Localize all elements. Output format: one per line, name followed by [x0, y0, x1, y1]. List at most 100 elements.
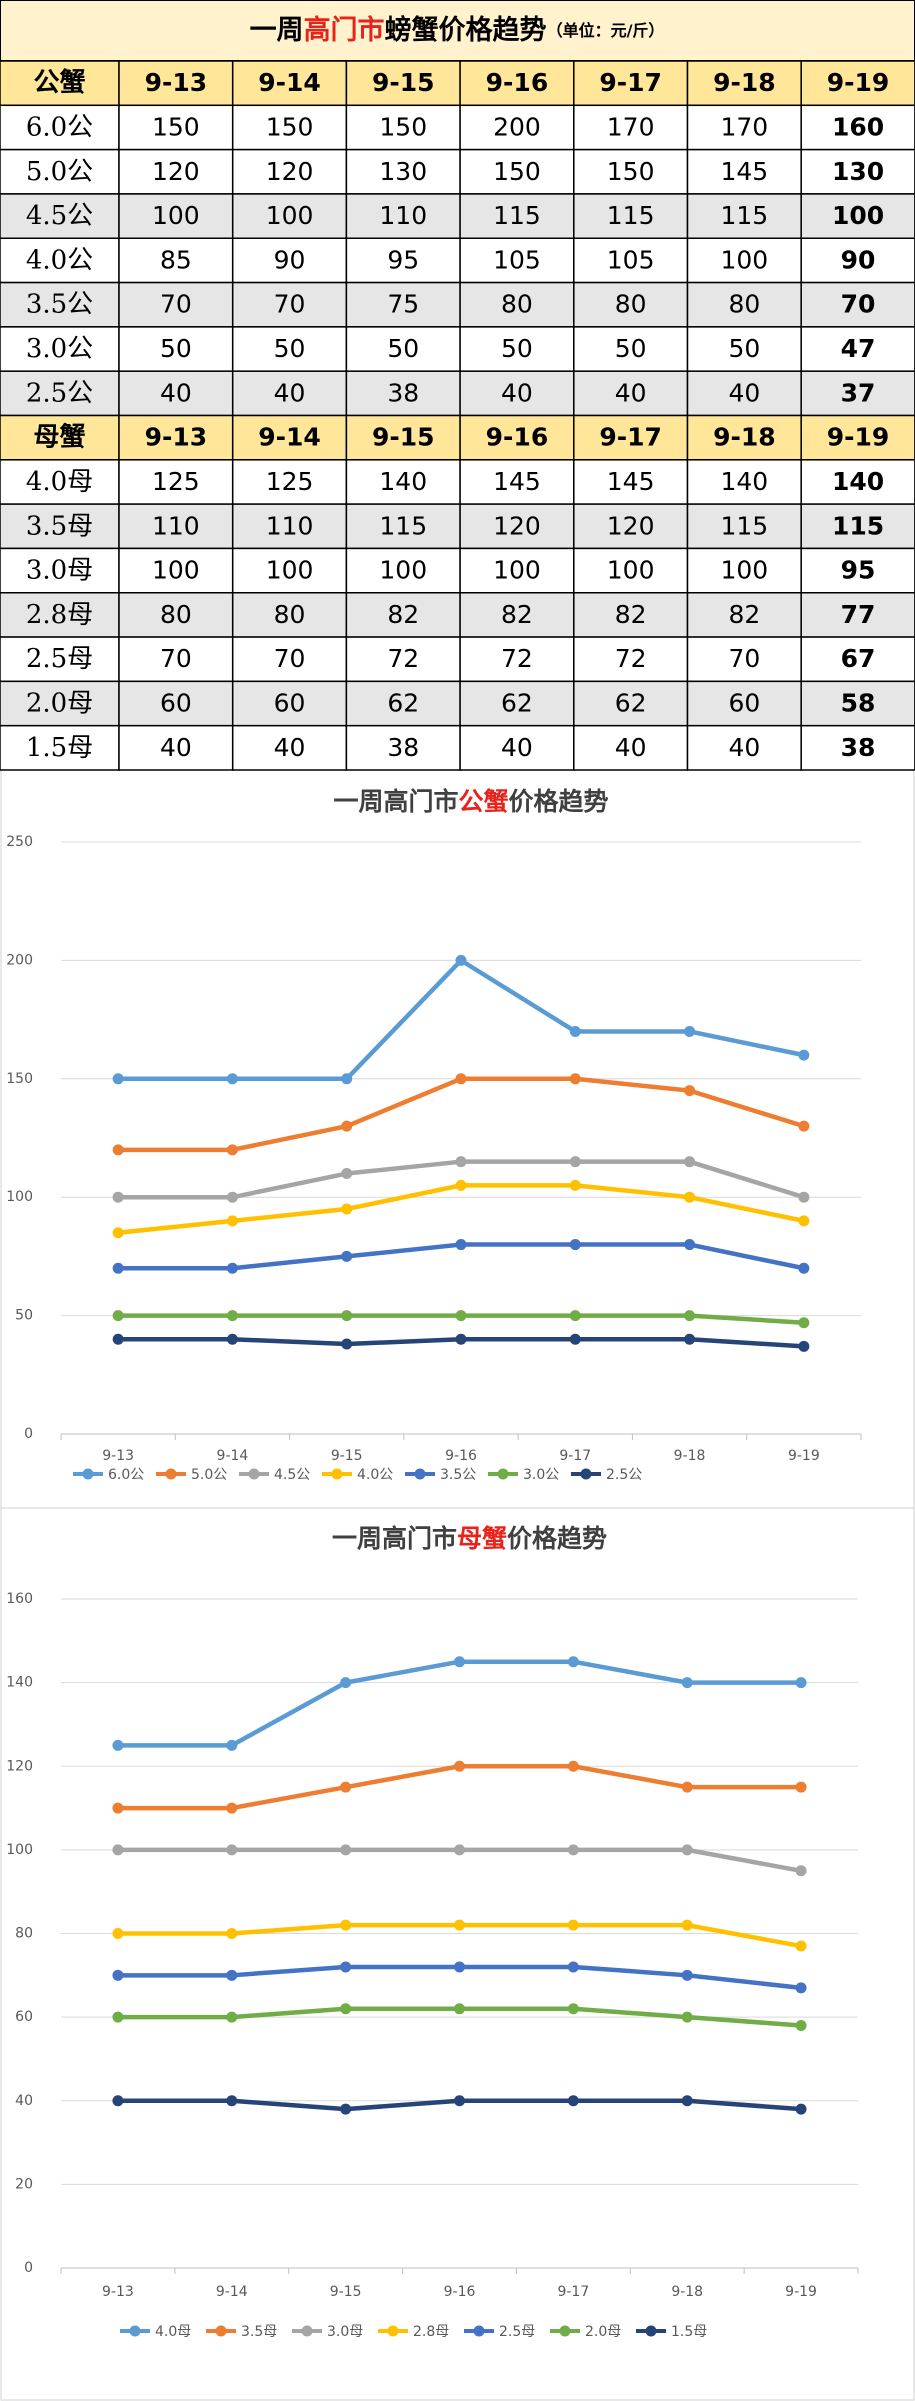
table-value: 110	[152, 511, 200, 540]
table-cell	[800, 148, 915, 195]
table-value: 105	[493, 245, 541, 274]
y-tick-label: 0	[24, 2260, 33, 2276]
table-cell	[231, 414, 348, 461]
legend-label: 3.0母	[327, 2324, 363, 2340]
table-value: 145	[720, 157, 768, 186]
y-tick-label: 20	[15, 2176, 33, 2192]
table-value: 100	[266, 556, 314, 585]
data-point	[798, 1317, 810, 1329]
table-cell	[0, 680, 120, 727]
data-point	[340, 2103, 352, 2115]
table-cell	[118, 237, 234, 284]
x-tick-label: 9-18	[671, 2284, 703, 2300]
table-cell	[686, 60, 802, 107]
data-point	[226, 1739, 238, 1751]
data-point	[798, 1120, 810, 1132]
table-cell	[231, 680, 348, 727]
title-part: 螃蟹价格趋势	[385, 14, 547, 46]
data-point	[795, 1677, 807, 1689]
table-header: 9-18	[713, 68, 776, 97]
x-tick-label: 9-17	[557, 2284, 589, 2300]
table-cell	[573, 237, 689, 284]
table-cell	[686, 680, 802, 727]
table-value: 62	[387, 689, 419, 718]
data-point	[340, 1919, 352, 1931]
table-cell	[800, 636, 915, 683]
data-point	[454, 1961, 465, 1973]
table-value: 2.5母	[26, 644, 93, 674]
table-value: 38	[841, 733, 876, 762]
data-point	[567, 2003, 579, 2015]
table-value: 72	[387, 644, 419, 673]
table-value: 38	[387, 733, 419, 762]
data-point	[681, 1969, 693, 1981]
legend-marker	[645, 2325, 657, 2337]
table-cell	[231, 60, 348, 107]
data-point	[569, 1156, 581, 1168]
data-point	[681, 1677, 693, 1689]
data-point	[681, 2011, 693, 2023]
table-cell	[573, 414, 689, 461]
table-value: 80	[615, 290, 647, 319]
data-point	[684, 1239, 696, 1251]
data-point	[341, 1120, 353, 1132]
table-value: 120	[607, 511, 655, 540]
table-value: 90	[274, 245, 306, 274]
table-cell	[573, 636, 689, 683]
table-value: 140	[832, 467, 884, 496]
x-tick-label: 9-16	[444, 2284, 476, 2300]
table-cell	[118, 148, 234, 195]
table-value: 6.0公	[26, 112, 93, 142]
data-point	[226, 1191, 238, 1203]
data-point	[567, 2095, 579, 2107]
table-cell	[573, 724, 689, 771]
table-header: 公蟹	[33, 67, 85, 98]
table-value: 160	[832, 112, 884, 141]
data-point	[795, 1781, 807, 1793]
data-point	[684, 1025, 696, 1037]
table-cell	[800, 104, 915, 151]
table-value: 40	[615, 378, 647, 407]
legend-label: 6.0公	[108, 1467, 144, 1483]
title-part: 一周	[250, 15, 304, 46]
legend-label: 4.0公	[357, 1467, 393, 1483]
table-cell	[573, 281, 689, 328]
table-value: 70	[274, 290, 306, 319]
title-part: 价格趋势	[509, 787, 609, 816]
legend-label: 4.5公	[274, 1467, 310, 1483]
data-point	[569, 1239, 581, 1251]
legend-marker	[248, 1468, 260, 1480]
table-value: 95	[387, 245, 419, 274]
legend-marker	[580, 1468, 592, 1480]
data-point	[226, 1333, 238, 1345]
table-value: 3.5公	[26, 290, 93, 320]
table-value: 110	[379, 201, 427, 230]
data-point	[455, 1179, 467, 1191]
table-header: 9-13	[145, 423, 208, 452]
table-value: 40	[501, 733, 533, 762]
table-value: 82	[501, 600, 533, 629]
data-point	[112, 1191, 124, 1203]
data-point	[226, 1802, 238, 1814]
table-header: 母蟹	[33, 422, 85, 453]
table-value: 115	[607, 201, 655, 230]
table-value: 60	[728, 689, 760, 718]
table-cell	[0, 547, 120, 594]
table-cell	[459, 193, 575, 239]
data-point	[795, 2103, 807, 2115]
data-point	[795, 1940, 807, 1952]
table-value: 40	[274, 378, 306, 407]
table-cell	[686, 724, 802, 771]
data-point	[226, 1144, 238, 1156]
data-point	[681, 1781, 693, 1793]
table-value: 100	[607, 556, 655, 585]
legend-label: 2.5母	[499, 2324, 535, 2340]
table-value: 3.0母	[26, 556, 93, 586]
data-point	[112, 1144, 124, 1156]
data-point	[798, 1262, 810, 1274]
table-value: 100	[832, 201, 884, 230]
table-cell	[800, 281, 915, 328]
data-point	[112, 1310, 124, 1322]
table-value: 150	[607, 157, 655, 186]
table-value: 145	[607, 467, 655, 496]
